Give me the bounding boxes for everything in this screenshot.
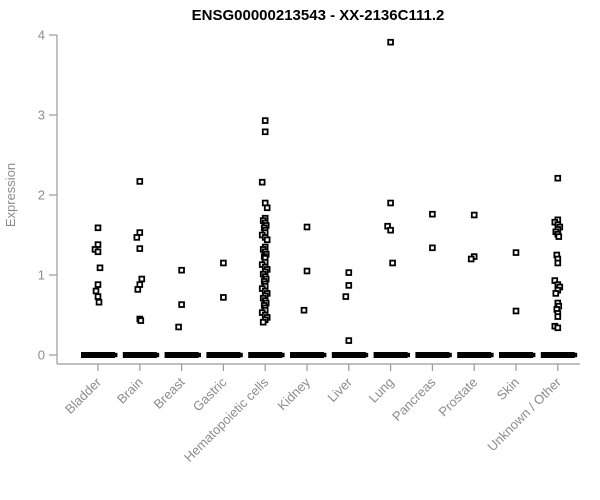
data-point xyxy=(467,255,475,263)
x-tick-label: Breast xyxy=(151,374,188,411)
x-tick-label: Lung xyxy=(366,375,397,406)
zero-expression-cluster xyxy=(531,352,536,358)
data-point xyxy=(555,233,563,240)
zero-expression-cluster xyxy=(280,352,285,358)
data-point xyxy=(554,313,562,320)
zero-expression-cluster xyxy=(154,352,160,358)
data-point xyxy=(178,301,185,308)
data-point xyxy=(554,174,562,182)
y-tick-label: 1 xyxy=(38,268,45,283)
zero-expression-cluster xyxy=(81,352,115,358)
data-point xyxy=(345,337,353,344)
data-point xyxy=(263,236,271,244)
data-point xyxy=(259,318,267,326)
data-point xyxy=(95,298,103,306)
data-point xyxy=(554,324,562,332)
zero-expression-cluster xyxy=(290,352,324,358)
data-point xyxy=(303,223,311,231)
data-point xyxy=(429,210,436,218)
zero-expression-cluster xyxy=(489,352,494,358)
y-tick-label: 0 xyxy=(38,348,45,363)
data-point xyxy=(261,128,269,136)
zero-expression-cluster xyxy=(415,352,450,358)
data-point xyxy=(94,224,102,232)
data-point xyxy=(134,286,142,293)
data-point xyxy=(470,211,478,219)
x-tick-label: Unknown / Other xyxy=(484,374,564,454)
data-point xyxy=(94,293,102,300)
data-point xyxy=(263,204,271,212)
data-point xyxy=(94,281,102,288)
data-point xyxy=(175,323,182,331)
data-point xyxy=(512,249,520,256)
zero-expression-cluster xyxy=(373,352,408,358)
x-tick-label: Pancreas xyxy=(389,374,439,424)
data-point xyxy=(303,267,311,275)
data-point xyxy=(554,259,562,267)
data-point xyxy=(261,117,269,124)
zero-expression-cluster xyxy=(113,352,118,358)
x-tick-label: Brain xyxy=(114,375,146,407)
data-point xyxy=(138,275,146,283)
zero-expression-cluster xyxy=(363,352,369,358)
data-point xyxy=(389,259,396,267)
zero-expression-cluster xyxy=(238,352,243,358)
data-point xyxy=(345,269,353,276)
data-point xyxy=(429,244,436,252)
zero-expression-cluster xyxy=(196,352,201,358)
data-point xyxy=(136,178,144,185)
data-point xyxy=(387,226,394,234)
zero-expression-cluster xyxy=(447,352,452,358)
x-tick-label: Skin xyxy=(494,375,522,403)
y-tick-label: 4 xyxy=(38,28,45,43)
data-point xyxy=(220,294,227,301)
zero-expression-cluster xyxy=(248,352,283,358)
data-point xyxy=(94,248,102,256)
data-point xyxy=(342,293,350,300)
zero-expression-cluster xyxy=(540,352,575,358)
x-tick-label: Kidney xyxy=(274,374,313,413)
data-point xyxy=(552,290,560,297)
zero-expression-cluster xyxy=(457,352,492,358)
data-point xyxy=(300,306,308,314)
data-point xyxy=(220,259,227,267)
y-axis-label: Expression xyxy=(3,163,18,227)
y-tick-label: 3 xyxy=(38,108,45,123)
zero-expression-cluster xyxy=(499,352,533,358)
data-point xyxy=(387,199,394,207)
x-tick-label: Gastric xyxy=(190,374,230,414)
data-point xyxy=(133,234,141,241)
data-point xyxy=(92,287,100,295)
data-point xyxy=(512,307,520,315)
zero-expression-cluster xyxy=(206,352,241,358)
data-point xyxy=(136,245,144,252)
data-point xyxy=(96,264,104,272)
data-point xyxy=(178,266,185,274)
zero-expression-cluster xyxy=(322,352,327,358)
zero-expression-cluster xyxy=(122,352,157,358)
zero-expression-cluster xyxy=(572,352,578,358)
x-tick-label: Bladder xyxy=(62,374,105,417)
data-point xyxy=(345,282,353,289)
chart-title: ENSG00000213543 - XX-2136C111.2 xyxy=(192,7,445,24)
zero-expression-cluster xyxy=(164,352,199,358)
zero-expression-cluster xyxy=(405,352,410,358)
data-point xyxy=(137,317,145,324)
x-tick-label: Liver xyxy=(324,374,355,405)
data-point xyxy=(258,178,266,186)
zero-expression-cluster xyxy=(331,352,366,358)
data-point xyxy=(387,38,394,46)
x-tick-label: Prostate xyxy=(435,375,480,420)
y-tick-label: 2 xyxy=(38,188,45,203)
